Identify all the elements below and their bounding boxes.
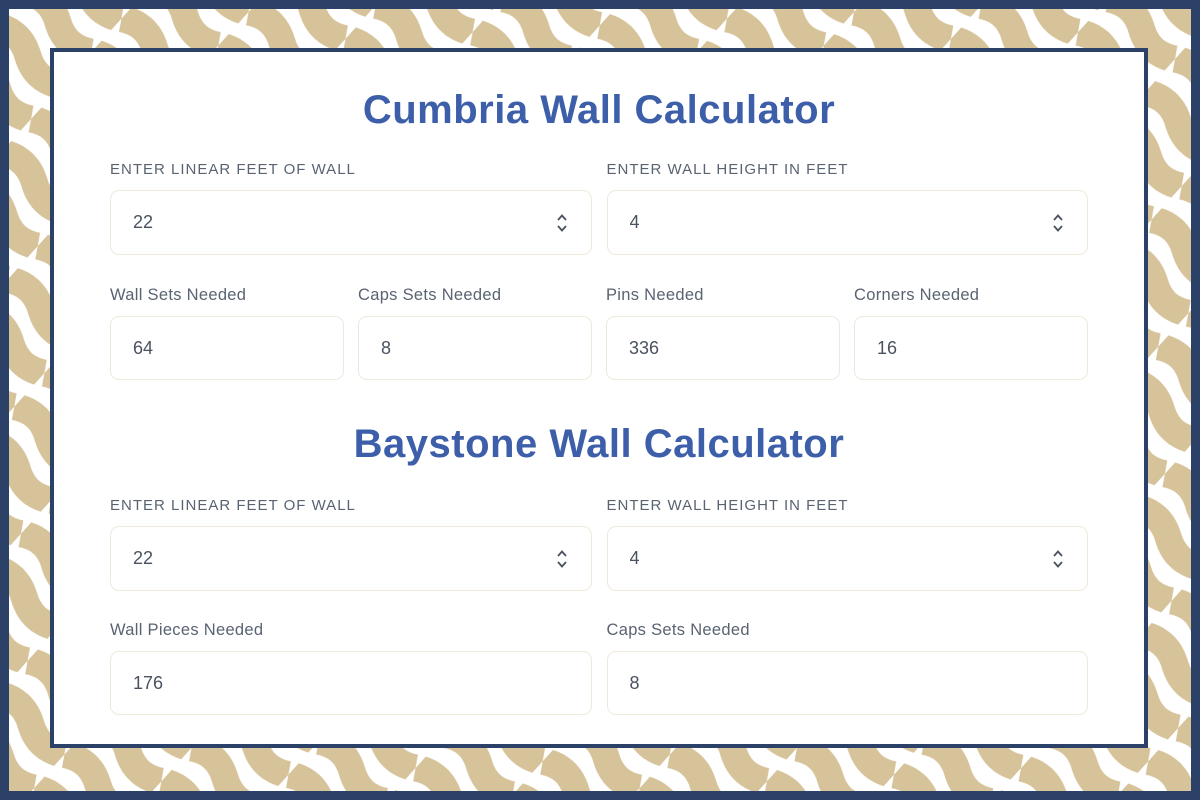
baystone-wall-height-field: ENTER WALL HEIGHT IN FEET — [606, 496, 1088, 591]
calculator-card: Cumbria Wall Calculator ENTER LINEAR FEE… — [50, 48, 1148, 748]
cumbria-calculator-section: Cumbria Wall Calculator ENTER LINEAR FEE… — [110, 86, 1088, 380]
chevron-up-icon — [556, 549, 567, 557]
chevron-down-icon — [556, 224, 567, 232]
pins-needed-field: Pins Needed 336 — [606, 285, 840, 380]
baystone-caps-sets-output: 8 — [606, 651, 1088, 715]
cumbria-linear-feet-field: ENTER LINEAR FEET OF WALL — [110, 160, 592, 255]
pins-needed-value: 336 — [629, 337, 660, 358]
chevron-up-icon — [556, 213, 567, 221]
corners-needed-field: Corners Needed 16 — [854, 285, 1088, 380]
wall-pieces-output: 176 — [110, 651, 592, 715]
pins-needed-label: Pins Needed — [606, 286, 704, 304]
wall-sets-field: Wall Sets Needed 64 — [110, 285, 344, 380]
baystone-linear-feet-field: ENTER LINEAR FEET OF WALL — [110, 496, 592, 591]
baystone-wall-height-label: ENTER WALL HEIGHT IN FEET — [606, 497, 849, 514]
baystone-linear-feet-label: ENTER LINEAR FEET OF WALL — [110, 497, 356, 514]
wall-sets-value: 64 — [133, 337, 154, 358]
baystone-wall-height-box — [606, 526, 1088, 591]
cumbria-linear-feet-label: ENTER LINEAR FEET OF WALL — [110, 161, 356, 178]
baystone-calculator-section: Baystone Wall Calculator ENTER LINEAR FE… — [110, 420, 1088, 715]
cumbria-wall-height-stepper[interactable] — [1051, 212, 1065, 234]
corners-needed-output: 16 — [854, 316, 1088, 380]
wall-pieces-label: Wall Pieces Needed — [110, 621, 264, 639]
cumbria-linear-feet-input[interactable] — [133, 212, 547, 233]
baystone-caps-sets-label: Caps Sets Needed — [606, 621, 750, 639]
cumbria-wall-height-label: ENTER WALL HEIGHT IN FEET — [606, 161, 849, 178]
wall-sets-label: Wall Sets Needed — [110, 286, 247, 304]
baystone-linear-feet-stepper[interactable] — [555, 548, 569, 570]
baystone-wall-height-stepper[interactable] — [1051, 548, 1065, 570]
cumbria-caps-sets-field: Caps Sets Needed 8 — [358, 285, 592, 380]
cumbria-wall-height-box — [606, 190, 1088, 255]
chevron-down-icon — [1053, 560, 1063, 568]
baystone-title: Baystone Wall Calculator — [353, 422, 845, 466]
cumbria-wall-height-field: ENTER WALL HEIGHT IN FEET — [606, 160, 1088, 255]
wall-pieces-field: Wall Pieces Needed 176 — [110, 620, 592, 715]
cumbria-caps-sets-output: 8 — [358, 316, 592, 380]
corners-needed-label: Corners Needed — [854, 286, 980, 304]
baystone-caps-sets-value: 8 — [629, 672, 640, 693]
cumbria-caps-sets-label: Caps Sets Needed — [358, 286, 502, 304]
chevron-up-icon — [1053, 213, 1063, 221]
baystone-linear-feet-input[interactable] — [133, 548, 547, 569]
wall-sets-output: 64 — [110, 316, 344, 380]
cumbria-title: Cumbria Wall Calculator — [362, 88, 836, 132]
chevron-up-icon — [1053, 549, 1063, 557]
cumbria-caps-sets-value: 8 — [381, 337, 392, 358]
pins-needed-output: 336 — [606, 316, 840, 380]
cumbria-linear-feet-box — [110, 190, 592, 255]
corners-needed-value: 16 — [877, 337, 898, 358]
cumbria-wall-height-input[interactable] — [629, 212, 1043, 233]
baystone-linear-feet-box — [110, 526, 592, 591]
wall-pieces-value: 176 — [133, 672, 164, 693]
chevron-down-icon — [556, 560, 567, 568]
baystone-caps-sets-field: Caps Sets Needed 8 — [606, 620, 1088, 715]
chevron-down-icon — [1053, 224, 1063, 232]
cumbria-linear-feet-stepper[interactable] — [555, 212, 569, 234]
baystone-wall-height-input[interactable] — [629, 548, 1043, 569]
